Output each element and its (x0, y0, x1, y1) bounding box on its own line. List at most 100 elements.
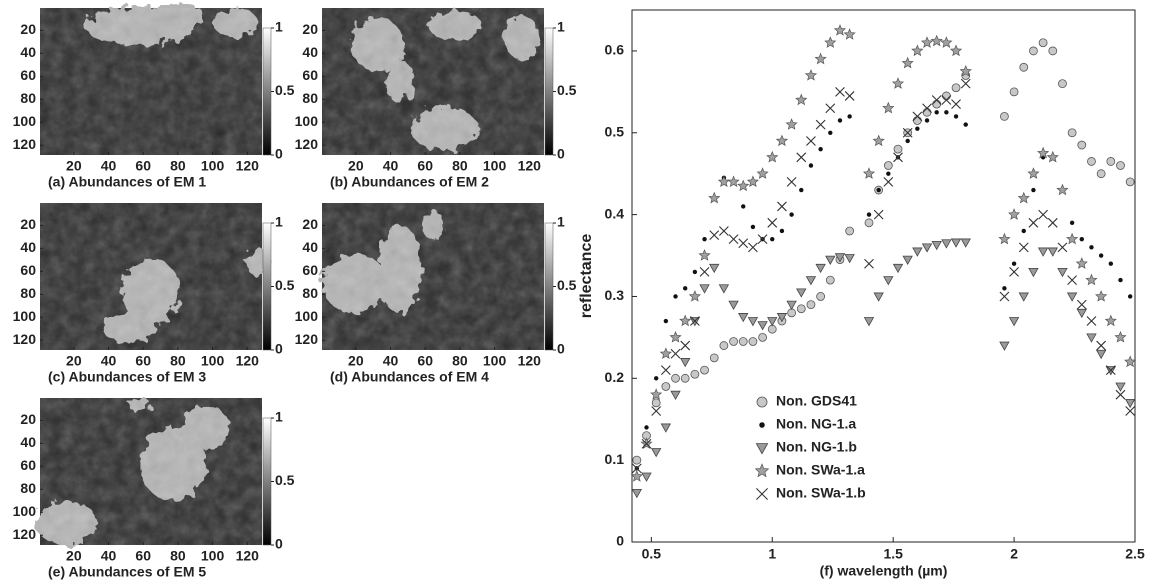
y-tick-label: 60 (20, 457, 36, 473)
circle-marker (1000, 112, 1009, 121)
triangle-marker (796, 288, 807, 298)
map-texture (322, 8, 544, 155)
star-marker (737, 179, 750, 192)
colorbar-tick-label: 0.5 (275, 472, 295, 488)
triangle-marker (650, 448, 662, 458)
cross-marker (883, 176, 894, 187)
triangle-marker (1028, 268, 1039, 278)
x-tick-label: 2 (1010, 546, 1018, 562)
triangle-marker (921, 243, 933, 253)
triangle-marker (805, 276, 817, 286)
triangle-marker (747, 317, 759, 327)
triangle-marker (960, 238, 971, 248)
cross-stroke (699, 267, 710, 277)
cross-marker (631, 463, 642, 474)
map-title: (a) Abundances of EM 1 (48, 174, 206, 190)
y-tick-label: 40 (20, 239, 36, 255)
star-marker (824, 36, 837, 48)
cross-stroke (873, 209, 884, 220)
circle-marker (1067, 128, 1077, 138)
circle-marker (690, 369, 700, 379)
legend-label: Non. GDS41 (776, 393, 857, 409)
star-marker (998, 232, 1011, 245)
cross-marker (835, 86, 845, 97)
colorbar-tick-label: 0.5 (557, 82, 577, 98)
cross-stroke (844, 91, 855, 101)
cross-marker (1038, 209, 1048, 220)
cross-stroke (941, 95, 952, 105)
triangle-marker (941, 239, 952, 249)
x-tick-label: 60 (417, 353, 433, 369)
cross-stroke (864, 258, 874, 269)
cross-stroke (1076, 299, 1087, 310)
y-axis-label: reflectance (578, 234, 595, 319)
colorbar-tick-label: 1 (557, 214, 565, 230)
colorbar-tick-label: 0 (557, 341, 565, 357)
cross-marker (1125, 406, 1136, 416)
y-tick-label: 120 (13, 136, 37, 152)
circle-marker (796, 304, 806, 314)
cross-stroke (651, 406, 662, 416)
circle-marker (1019, 62, 1029, 72)
colorbar-tick-label: 1 (557, 19, 565, 35)
cross-stroke (1028, 217, 1039, 228)
triangle-marker (912, 247, 923, 257)
cross-stroke (767, 217, 778, 228)
colorbar-tick-label: 0.5 (557, 277, 577, 293)
circle-marker (806, 300, 816, 310)
colorbar-tick-label: 0 (557, 146, 565, 162)
x-tick-label: 0.5 (642, 546, 662, 562)
star-marker (1114, 330, 1127, 343)
circle-marker (661, 382, 671, 391)
circle-marker (756, 396, 768, 408)
star-marker (891, 77, 905, 89)
dot-marker (963, 122, 968, 127)
cross-stroke (660, 365, 671, 376)
y-tick-label: 20 (20, 411, 36, 427)
x-tick-label: 2.5 (1125, 546, 1145, 562)
cross-stroke (1067, 275, 1078, 285)
triangle-marker (931, 240, 942, 251)
x-tick-label: 100 (483, 353, 507, 369)
star-marker (754, 463, 770, 478)
cross-stroke (922, 103, 932, 114)
cross-marker (641, 438, 652, 449)
star-marker (785, 118, 798, 130)
map-texture (40, 398, 262, 545)
cross-marker (1009, 267, 1019, 277)
dot-marker (1118, 277, 1123, 283)
cross-marker (757, 234, 768, 245)
dot-marker (924, 118, 930, 123)
cross-stroke (728, 234, 739, 245)
cross-stroke (1105, 365, 1116, 376)
star-marker (746, 175, 759, 188)
star-marker (630, 470, 643, 482)
cross-marker (960, 78, 971, 89)
x-tick-label: 40 (101, 158, 117, 174)
cross-marker (786, 176, 797, 187)
cross-marker (719, 226, 729, 236)
dot-marker (934, 110, 939, 115)
colorbar-tick-label: 1 (275, 19, 283, 35)
star-marker (650, 388, 663, 400)
star-marker (901, 56, 914, 69)
x-tick-label: 120 (518, 158, 542, 174)
dot-marker (1127, 294, 1133, 299)
cross-stroke (719, 226, 729, 236)
circle-marker (893, 144, 903, 154)
star-marker (843, 28, 856, 40)
triangle-marker (863, 317, 875, 327)
circle-marker (816, 292, 826, 301)
cross-marker (777, 201, 787, 212)
triangle-marker (825, 255, 836, 265)
star-marker (1027, 167, 1040, 179)
y-tick-label: 120 (295, 136, 319, 152)
cross-stroke (912, 111, 923, 122)
x-tick-label: 100 (201, 353, 225, 369)
x-tick-label: 40 (101, 548, 117, 564)
dot-marker (644, 425, 649, 430)
x-tick-label: 120 (236, 353, 260, 369)
cross-marker (689, 316, 700, 326)
dot-marker (828, 130, 833, 135)
